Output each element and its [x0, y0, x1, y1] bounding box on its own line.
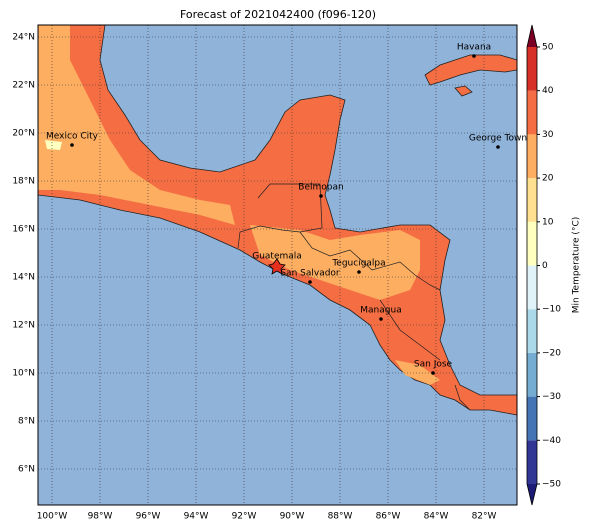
- colorbar-label: Min Temperature (°C): [572, 217, 582, 314]
- lat-label: 10°N: [12, 369, 35, 379]
- colorbar-extend: [527, 25, 537, 47]
- city-dot: [308, 280, 312, 284]
- city-label: Belmopan: [298, 183, 343, 193]
- colorbar-extend: [527, 484, 537, 505]
- land-highlands: [250, 225, 420, 300]
- colorbar: 50 40 30 20 10 0 −10 −20 −30 −40 −50: [526, 24, 561, 506]
- border: [379, 299, 441, 361]
- colorbar-tick-label: 40: [542, 86, 554, 96]
- lon-label: 92°W: [232, 512, 257, 522]
- colorbar-band: [527, 134, 537, 179]
- colorbar-tick-label: −40: [542, 436, 561, 446]
- border: [299, 231, 441, 291]
- city-dot: [70, 143, 74, 147]
- colorbar-tick-label: 50: [542, 43, 554, 53]
- colorbar-tick-label: −50: [542, 480, 561, 490]
- colorbar-tick-label: −30: [542, 392, 561, 402]
- lon-label: 88°W: [328, 512, 353, 522]
- lat-label: 14°N: [12, 273, 35, 283]
- land-mainland: [38, 25, 517, 416]
- colorbar-band: [527, 178, 537, 222]
- land-cold-spot: [45, 140, 62, 150]
- land-highlands: [395, 360, 440, 385]
- lat-label: 18°N: [12, 177, 35, 187]
- city-label: Mexico City: [46, 132, 99, 142]
- colorbar-band: [527, 309, 537, 353]
- colorbar-tick-label: −10: [542, 305, 561, 315]
- city-label: San Jose: [414, 360, 453, 370]
- city-label: Managua: [360, 306, 401, 316]
- city-dot: [357, 270, 361, 274]
- city-dot: [319, 194, 323, 198]
- lon-label: 82°W: [472, 512, 497, 522]
- lon-label: 94°W: [184, 512, 209, 522]
- cities: Mexico City Havana George Town Belmopan Guat…: [46, 43, 527, 375]
- colorbar-tick-label: 30: [542, 130, 554, 140]
- lon-label: 96°W: [136, 512, 161, 522]
- city-dot: [496, 145, 500, 149]
- city-label: Tegucigalpa: [331, 259, 385, 269]
- colorbar-band: [527, 90, 537, 135]
- land-cuba: [424, 54, 517, 86]
- city-label: George Town: [469, 134, 527, 144]
- lat-label: 20°N: [12, 129, 35, 139]
- graticule: [38, 25, 517, 505]
- colorbar-tick-label: 10: [542, 217, 554, 227]
- city-label: Havana: [457, 43, 491, 53]
- title: Forecast of 2021042400 (f096-120): [180, 8, 376, 21]
- colorbar-tick-label: 0: [542, 261, 548, 271]
- lon-label: 100°W: [37, 512, 68, 522]
- border: [454, 384, 471, 411]
- lon-label: 98°W: [88, 512, 113, 522]
- colorbar-band: [527, 352, 537, 397]
- land: [38, 25, 517, 416]
- lat-label: 24°N: [12, 33, 35, 43]
- city-dot: [472, 54, 476, 58]
- colorbar-band: [527, 47, 537, 91]
- colorbar-tick-label: −20: [542, 348, 561, 358]
- city-dot: [379, 317, 383, 321]
- land-jamaica: [454, 85, 473, 97]
- land-highlands: [38, 25, 235, 225]
- map-frame: [37, 24, 518, 506]
- colorbar-band: [527, 440, 537, 484]
- colorbar-band: [527, 221, 537, 266]
- colorbar-band: [527, 396, 537, 441]
- lon-label: 86°W: [376, 512, 401, 522]
- lon-label: 90°W: [280, 512, 305, 522]
- city-label: San Salvador: [280, 269, 340, 279]
- lat-label: 22°N: [12, 81, 35, 91]
- city-dot: [431, 371, 435, 375]
- lat-label: 8°N: [18, 417, 35, 427]
- lat-label: 12°N: [12, 321, 35, 331]
- lat-label: 6°N: [18, 465, 35, 475]
- city-label: Guatemala: [252, 252, 302, 262]
- colorbar-band: [527, 265, 537, 310]
- lat-label: 16°N: [12, 225, 35, 235]
- colorbar-tick-label: 20: [542, 174, 554, 184]
- lon-label: 84°W: [424, 512, 449, 522]
- star-marker: [268, 258, 286, 275]
